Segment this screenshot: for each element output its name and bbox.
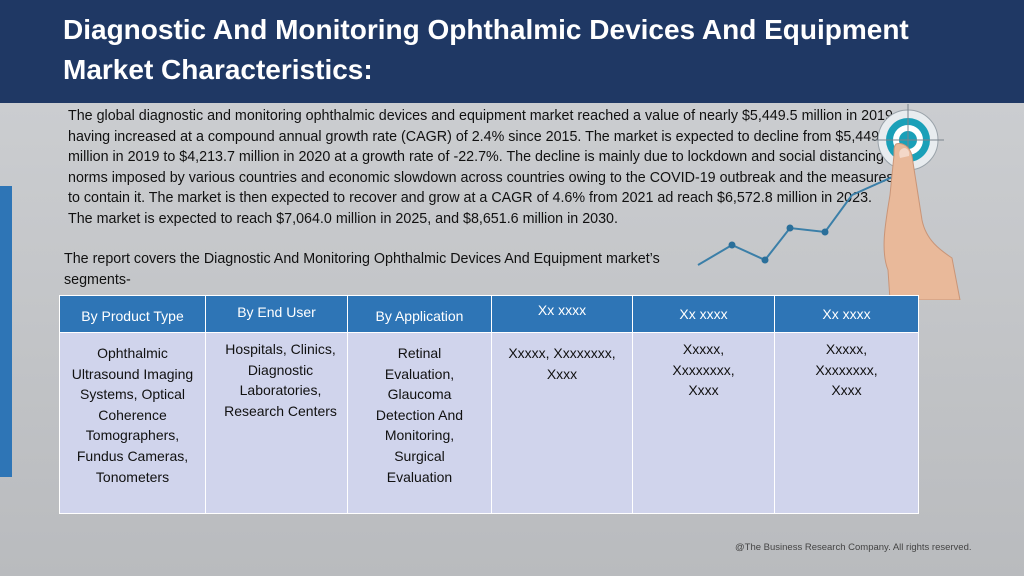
trend-line-icon — [697, 159, 931, 266]
table-header-row: By Product Type By End User By Applicati… — [59, 295, 919, 333]
accent-bar — [0, 186, 12, 477]
segment-header: By Product Type — [59, 295, 206, 333]
segments-table: By Product Type By End User By Applicati… — [59, 295, 919, 514]
pointing-finger-icon — [883, 143, 961, 300]
segment-header: Xx xxxx — [491, 295, 633, 333]
segment-cell: Xxxxx, Xxxxxxxx, Xxxx — [774, 332, 919, 514]
title-banner: Diagnostic And Monitoring Ophthalmic Dev… — [0, 0, 1024, 103]
segment-header: By Application — [347, 295, 492, 333]
segment-cell: Retinal Evaluation, Glaucoma Detection A… — [347, 332, 492, 514]
segment-header: By End User — [205, 295, 348, 333]
segment-cell: Ophthalmic Ultrasound Imaging Systems, O… — [59, 332, 206, 514]
segment-cell: Xxxxx, Xxxxxxxx, Xxxx — [491, 332, 633, 514]
copyright-footer: @The Business Research Company. All righ… — [735, 542, 972, 553]
market-summary-paragraph: The global diagnostic and monitoring oph… — [68, 108, 897, 227]
segment-header: Xx xxxx — [774, 295, 919, 333]
segment-cell: Hospitals, Clinics, Diagnostic Laborator… — [205, 332, 348, 514]
target-hand-graphic — [697, 104, 961, 300]
table-row: Ophthalmic Ultrasound Imaging Systems, O… — [59, 332, 919, 514]
segment-cell: Xxxxx, Xxxxxxxx, Xxxx — [632, 332, 775, 514]
page-title: Diagnostic And Monitoring Ophthalmic Dev… — [63, 14, 909, 85]
segments-intro: The report covers the Diagnostic And Mon… — [64, 251, 660, 288]
segment-header: Xx xxxx — [632, 295, 775, 333]
